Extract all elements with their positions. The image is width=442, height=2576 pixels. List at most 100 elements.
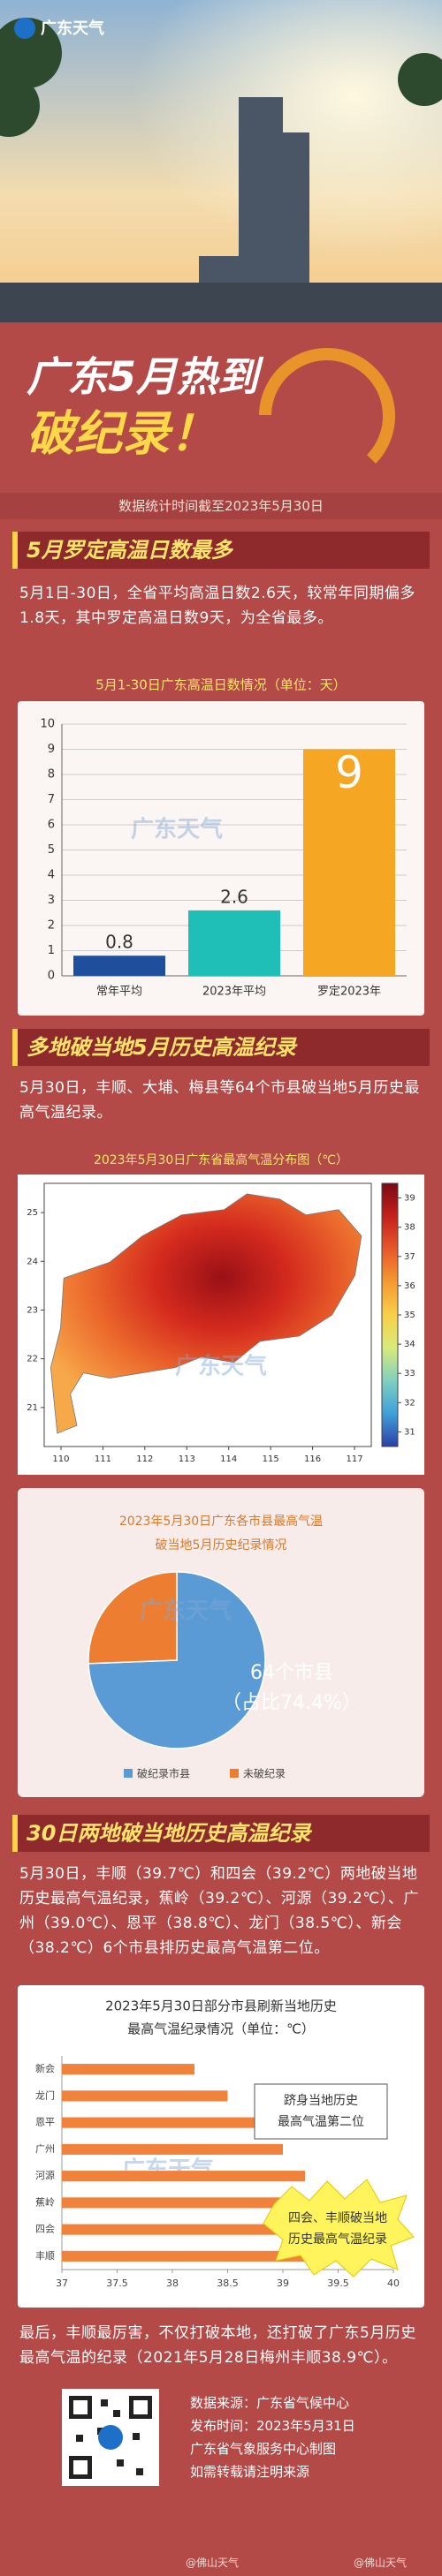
bar [62, 2224, 305, 2235]
y-tick-label: 0 [48, 970, 55, 983]
x-tick-label: 115 [263, 1454, 279, 1464]
legend-swatch [124, 1769, 133, 1778]
y-tick-label: 四会 [35, 2224, 55, 2235]
y-tick-label: 5 [48, 843, 55, 857]
x-tick-label: 38 [166, 2278, 179, 2289]
x-tick-label: 116 [304, 1454, 321, 1464]
y-tick-label: 9 [48, 743, 55, 756]
y-tick-label: 1 [48, 944, 55, 957]
watermark: 广东天气 [131, 816, 223, 843]
section-heading: 30日两地破当地历史高温纪录 [12, 1815, 430, 1852]
legend-swatch [230, 1769, 239, 1778]
logo-icon [14, 18, 35, 39]
x-tick-label: 2023年平均 [202, 986, 266, 999]
y-tick-label: 24 [27, 1257, 38, 1266]
y-tick-label: 21 [27, 1403, 38, 1413]
y-tick-label: 7 [48, 793, 55, 806]
burst [263, 2179, 415, 2278]
paragraph: 5月30日，丰顺、大埔、梅县等64个市县破当地5月历史最高气温纪录。 [19, 1079, 420, 1122]
date-note: 数据统计时间截至2023年5月30日 [0, 493, 442, 519]
y-tick-label: 22 [27, 1355, 38, 1364]
x-tick-label: 40 [387, 2278, 400, 2289]
closing: 最后，丰顺最厉害，不仅打破本地，还打破了广东5月历史最高气温的纪录（2021年5… [19, 2324, 416, 2367]
annotation: 四会、丰顺破当地 [288, 2211, 387, 2225]
footer-line: 发布时间：2023年5月31日 [190, 2418, 355, 2434]
annotation: 最高气温第二位 [278, 2114, 364, 2129]
x-tick-label: 117 [346, 1454, 362, 1464]
y-tick-label: 广州 [35, 2143, 55, 2155]
value-label: 0.8 [105, 932, 133, 953]
province-shape [50, 1193, 362, 1434]
bar [303, 749, 395, 976]
footer-line: 数据来源：广东省气候中心 [190, 2395, 350, 2411]
y-tick-label: 23 [27, 1305, 38, 1315]
annotation: 跻身当地历史 [284, 2094, 358, 2108]
x-tick-label: 114 [220, 1454, 237, 1464]
y-tick-label: 6 [48, 819, 55, 832]
chart-title: 2023年5月30日广东各市县最高气温 [119, 1514, 323, 1529]
watermark: 广东天气 [175, 1353, 267, 1380]
legend-label: 破纪录市县 [137, 1767, 190, 1780]
colorbar-label: 36 [404, 1281, 415, 1291]
y-tick-label: 蕉岭 [35, 2195, 55, 2208]
y-tick-label: 丰顺 [35, 2250, 55, 2262]
map-chart: 2023年5月30日广东省最高气温分布图（℃） 广东天气 110 111 112 113 1… [18, 1152, 424, 1475]
weibo: @佛山天气 [354, 2557, 408, 2569]
bar [62, 2171, 305, 2182]
x-tick-label: 罗定2023年 [317, 986, 381, 999]
colorbar [381, 1182, 399, 1447]
annotation: （占比74.4%） [222, 1692, 362, 1714]
chart-title: 最高气温纪录情况（单位：℃） [127, 2021, 315, 2037]
x-tick-label: 39.5 [327, 2278, 349, 2289]
colorbar-label: 39 [404, 1194, 415, 1204]
y-tick-label: 3 [48, 894, 55, 907]
qr-code [62, 2389, 159, 2486]
bar [62, 2090, 228, 2102]
value-label: 2.6 [220, 886, 248, 907]
bar [73, 956, 165, 976]
x-tick-label: 常年平均 [96, 986, 142, 999]
colorbar-label: 31 [404, 1427, 415, 1437]
x-tick-label: 113 [179, 1454, 195, 1464]
x-tick-label: 110 [52, 1454, 69, 1464]
y-tick-label: 10 [40, 718, 55, 731]
bar [62, 2197, 305, 2209]
y-tick-label: 河源 [35, 2169, 55, 2181]
x-tick-label: 111 [95, 1454, 111, 1464]
x-tick-label: 37 [56, 2278, 68, 2289]
bar [62, 2143, 283, 2155]
bar [188, 910, 280, 976]
value-label: 9 [335, 747, 363, 798]
chart-title: 5月1-30日广东高温日数情况（单位：天） [95, 677, 347, 693]
y-tick-label: 恩平 [35, 2117, 55, 2128]
footer-line: 广东省气象服务中心制图 [190, 2441, 337, 2457]
pie-slice [88, 1571, 178, 1665]
chart-title: 2023年5月30日部分市县刷新当地历史 [105, 1998, 337, 2014]
paragraph: 5月1日-30日，全省平均高温日数2.6天，较常年同期偏多1.8天，其中罗定高温… [19, 585, 415, 627]
y-tick-label: 4 [48, 869, 55, 882]
colorbar-label: 33 [404, 1369, 415, 1379]
bar [62, 2117, 261, 2128]
x-tick-label: 38.5 [217, 2278, 239, 2289]
bar [62, 2064, 194, 2075]
paragraph: 5月30日，丰顺（39.7℃）和四会（39.2℃）两地破当地历史最高气温纪录，蕉… [19, 1865, 419, 1957]
logo: 广东天气 [41, 19, 104, 38]
annotation: 64个市县 [250, 1662, 333, 1684]
title-line1: 广东5月热到 [27, 353, 264, 401]
y-tick-label: 龙门 [35, 2089, 55, 2101]
y-tick-label: 2 [48, 919, 55, 933]
colorbar-label: 32 [404, 1398, 415, 1408]
x-tick-label: 39 [277, 2278, 289, 2289]
callout-box [254, 2083, 388, 2140]
chart-title: 破当地5月历史纪录情况 [156, 1538, 287, 1552]
legend-label: 未破纪录 [243, 1767, 286, 1780]
annotation: 历史最高气温纪录 [288, 2232, 387, 2247]
x-tick-label: 37.5 [106, 2278, 128, 2289]
x-tick-label: 112 [136, 1454, 153, 1464]
colorbar-label: 35 [404, 1311, 415, 1320]
y-tick-label: 8 [48, 768, 55, 782]
colorbar-label: 38 [404, 1223, 415, 1233]
